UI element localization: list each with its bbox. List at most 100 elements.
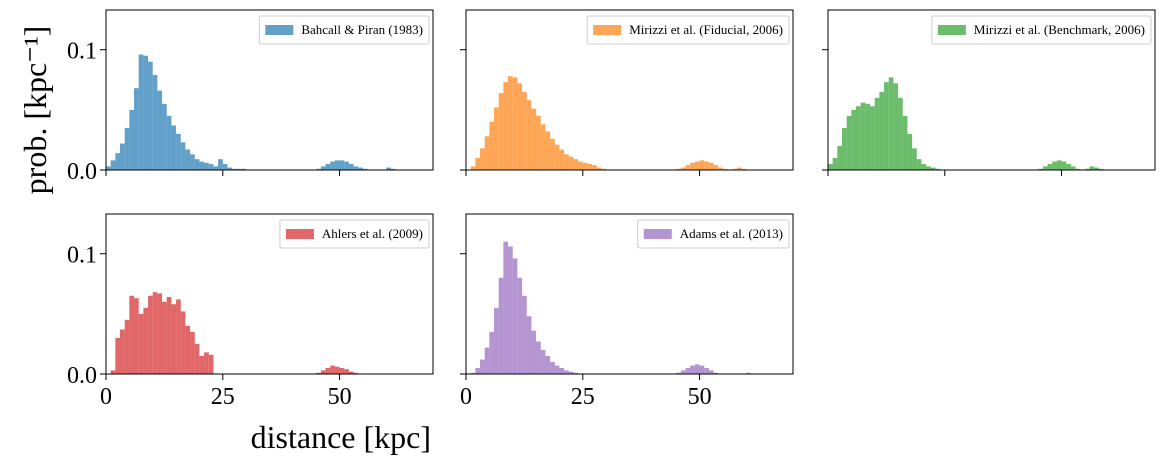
- hist-bar: [185, 149, 191, 170]
- hist-bar: [722, 168, 728, 170]
- hist-bar: [1094, 167, 1099, 170]
- hist-bar: [699, 160, 705, 170]
- legend: Mirizzi et al. (Fiducial, 2006): [586, 15, 790, 45]
- hist-bar: [526, 100, 532, 170]
- hist-bar: [227, 167, 233, 170]
- hist-bar: [559, 149, 565, 170]
- hist-bar: [494, 307, 499, 374]
- bars: [470, 76, 747, 170]
- hist-bar: [856, 106, 861, 170]
- hist-bar: [559, 367, 565, 374]
- hist-bar: [550, 361, 555, 374]
- x-tick-label: 25: [571, 384, 595, 410]
- hist-bar: [171, 304, 177, 374]
- hist-bar: [676, 372, 681, 374]
- hist-bar: [540, 349, 546, 374]
- hist-bar: [386, 167, 391, 170]
- legend-box: [258, 15, 430, 45]
- hist-bar: [344, 369, 349, 374]
- hist-bar: [120, 143, 125, 170]
- hist-bar: [166, 297, 172, 374]
- axes-frame: [465, 213, 794, 375]
- hist-bar: [475, 157, 481, 170]
- hist-bar: [162, 103, 167, 170]
- bars: [828, 77, 1104, 170]
- hist-bar: [690, 365, 695, 374]
- hist-bar: [536, 341, 541, 374]
- hist-bar: [564, 370, 569, 374]
- hist-bar: [879, 91, 885, 170]
- hist-bar: [222, 163, 228, 170]
- hist-bar: [935, 168, 941, 170]
- axes-frame: [465, 9, 794, 171]
- hist-bar: [152, 292, 158, 374]
- hist-bar: [166, 115, 172, 170]
- hist-bar: [522, 295, 527, 374]
- hist-bar: [180, 311, 186, 374]
- x-tick-label: 50: [328, 384, 352, 410]
- hist-bar: [390, 168, 396, 170]
- hist-bar: [1052, 161, 1057, 170]
- hist-bar: [148, 295, 153, 374]
- hist-bar: [860, 102, 866, 170]
- hist-bar: [1075, 168, 1081, 170]
- hist-bar: [694, 161, 700, 170]
- hist-bar: [526, 316, 532, 374]
- hist-bar: [704, 367, 709, 374]
- hist-bar: [596, 167, 602, 170]
- hist-bar: [325, 163, 331, 170]
- hist-bar: [344, 161, 349, 170]
- legend-label: Mirizzi et al. (Benchmark, 2006): [974, 22, 1145, 37]
- hist-bar: [517, 83, 523, 170]
- bars: [470, 241, 751, 374]
- y-tick-label: 0.0: [67, 159, 97, 185]
- hist-bar: [494, 107, 499, 170]
- hist-bar: [489, 331, 495, 374]
- hist-bar: [713, 165, 719, 170]
- hist-bar: [176, 299, 181, 374]
- bars: [106, 54, 396, 170]
- legend-label: Adams et al. (2013): [680, 226, 783, 241]
- hist-bar: [185, 325, 191, 374]
- hist-bar: [573, 159, 579, 170]
- hist-bar: [1061, 161, 1067, 170]
- hist-bar: [699, 365, 705, 374]
- hist-bar: [704, 161, 709, 170]
- y-tick-label: 0.1: [67, 39, 97, 65]
- hist-bar: [503, 241, 509, 374]
- hist-bar: [503, 82, 509, 170]
- hist-bar: [348, 163, 354, 170]
- hist-bar: [334, 366, 340, 374]
- hist-bar: [708, 370, 714, 374]
- hist-bar: [573, 372, 579, 374]
- hist-bar: [837, 145, 843, 170]
- hist-bar: [330, 365, 335, 374]
- hist-bar: [1056, 160, 1062, 170]
- y-axis-label: prob. [kpc⁻¹]: [17, 26, 53, 195]
- hist-bar: [846, 115, 852, 170]
- hist-bar: [517, 277, 523, 374]
- legend-swatch: [265, 25, 294, 35]
- hist-bar: [358, 167, 363, 170]
- legend-box: [931, 15, 1152, 45]
- hist-bar: [1089, 166, 1095, 170]
- hist-bar: [138, 54, 144, 170]
- hist-bar: [685, 367, 691, 374]
- hist-bar: [921, 163, 927, 170]
- hist-bar: [601, 168, 607, 170]
- hist-bar: [545, 355, 551, 374]
- axes-frame: [105, 213, 434, 375]
- hist-bar: [330, 161, 335, 170]
- hist-bar: [732, 168, 737, 170]
- x-tick-label: 0: [460, 384, 472, 410]
- legend-swatch: [937, 25, 966, 35]
- hist-bar: [587, 163, 593, 170]
- hist-bar: [204, 162, 209, 170]
- hist-bar: [489, 121, 495, 170]
- hist-bar: [110, 160, 116, 170]
- hist-bar: [120, 329, 125, 374]
- legend-swatch: [593, 25, 622, 35]
- hist-bar: [916, 159, 922, 170]
- hist-bar: [741, 168, 747, 170]
- hist-bar: [199, 161, 205, 170]
